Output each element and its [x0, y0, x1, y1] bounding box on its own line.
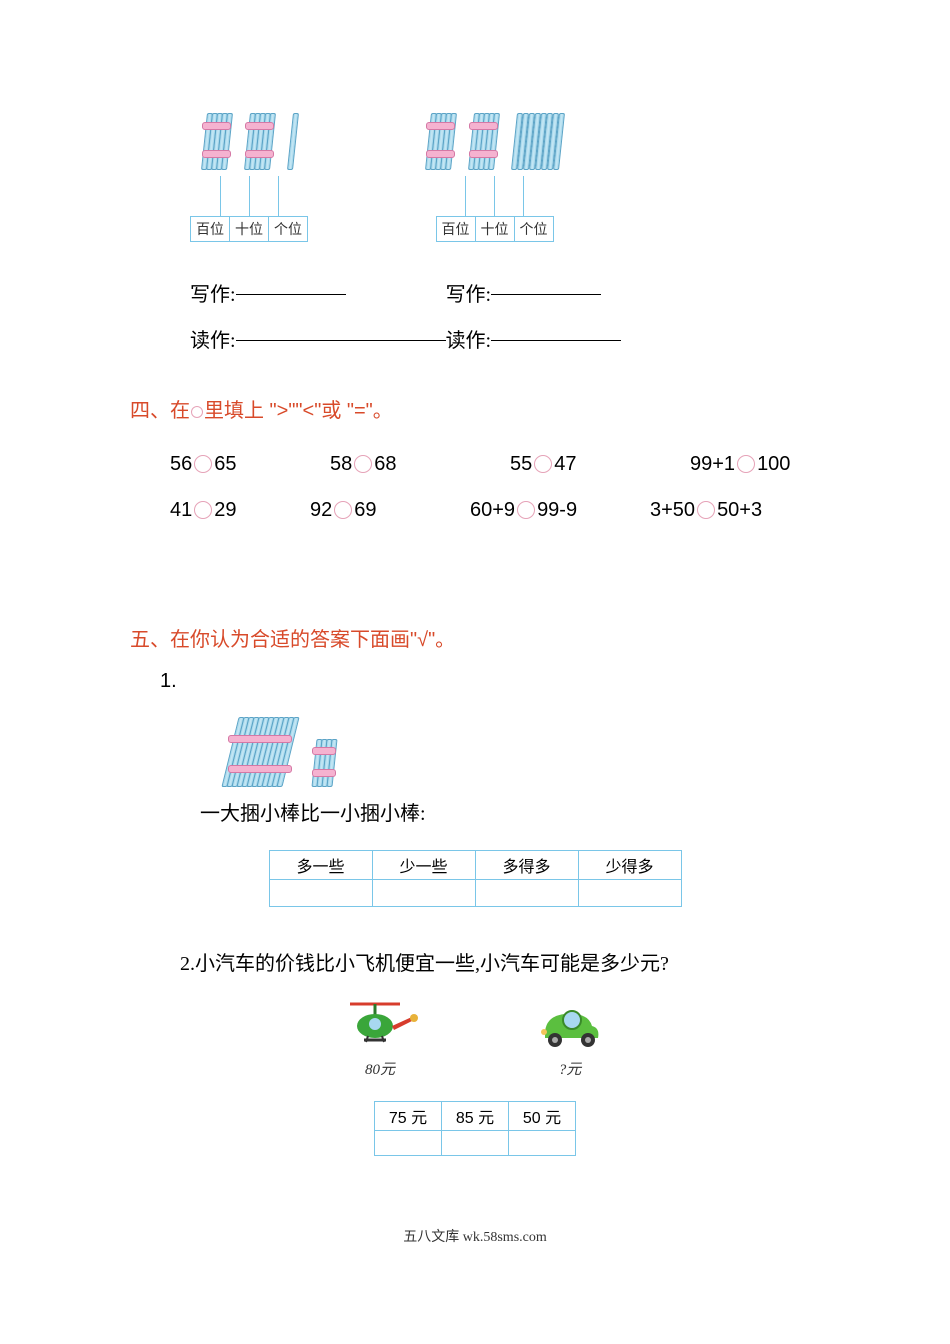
helicopter-price: 80元: [365, 1058, 395, 1079]
write-label: 写作:: [446, 272, 492, 318]
compare-row-1: 5665 5868 5547 99+1100: [170, 441, 820, 487]
stick-bundle-icon: [428, 110, 453, 170]
stick-bundle-icon: [471, 110, 496, 170]
write-blank[interactable]: [236, 272, 346, 295]
compare-item: 5665: [170, 441, 330, 487]
read-label: 读作:: [190, 318, 236, 364]
section-4-title: 四、在里填上 ">""<"或 "="。: [130, 394, 820, 423]
big-stick-bundle-icon: [230, 717, 290, 787]
single-stick-icon: [290, 110, 295, 170]
read-blank[interactable]: [491, 318, 621, 341]
compare-circle[interactable]: [334, 501, 352, 519]
option-cell: 多一些: [269, 851, 372, 880]
read-blank[interactable]: [236, 318, 446, 341]
compare-item: 4129: [170, 487, 310, 533]
option-cell: 少一些: [372, 851, 475, 880]
answer-cell[interactable]: [475, 880, 578, 907]
option-cell: 多得多: [475, 851, 578, 880]
compare-circle[interactable]: [194, 501, 212, 519]
compare-item: 60+999-9: [470, 487, 650, 533]
sticks-row-left: [204, 100, 295, 170]
compare-item: 9269: [310, 487, 470, 533]
answer-cell[interactable]: [578, 880, 681, 907]
place-diagram-left: 百位 十位 个位: [190, 100, 308, 242]
place-diagram-right: 百位 十位 个位: [428, 100, 561, 242]
car-toy: ?元: [530, 994, 610, 1079]
q5-1-number: 1.: [160, 670, 820, 693]
worksheet-page: 百位 十位 个位: [0, 0, 950, 1286]
circle-icon: [191, 406, 203, 418]
place-box-ones: 个位: [269, 217, 307, 241]
write-label: 写作:: [190, 272, 236, 318]
q5-1-answer-table: 多一些 少一些 多得多 少得多: [269, 850, 682, 907]
option-cell: 75 元: [375, 1102, 442, 1131]
small-stick-bundle-icon: [314, 737, 334, 787]
stick-bundle-icon: [247, 110, 272, 170]
connector-lines: [220, 176, 279, 216]
place-box-ones: 个位: [515, 217, 553, 241]
read-label: 读作:: [446, 318, 492, 364]
q5-2-answer-table: 75 元 85 元 50 元: [374, 1101, 576, 1156]
option-cell: 50 元: [509, 1102, 576, 1131]
compare-item: 3+5050+3: [650, 487, 762, 533]
place-box-hundreds: 百位: [437, 217, 476, 241]
car-icon: [530, 994, 610, 1054]
answer-cell[interactable]: [442, 1131, 509, 1156]
helicopter-toy: 80元: [340, 994, 420, 1079]
option-cell: 少得多: [578, 851, 681, 880]
q5-2-text: 2.小汽车的价钱比小飞机便宜一些,小汽车可能是多少元?: [180, 947, 820, 976]
compare-circle[interactable]: [194, 455, 212, 473]
answer-cell[interactable]: [372, 880, 475, 907]
connector-lines: [465, 176, 524, 216]
write-read-block: 写作: 写作: 读作: 读作:: [190, 272, 820, 364]
section-5-title: 五、在你认为合适的答案下面画"√"。: [130, 623, 820, 652]
compare-circle[interactable]: [517, 501, 535, 519]
answer-cell[interactable]: [509, 1131, 576, 1156]
sticks-group-icon: [514, 110, 561, 170]
compare-item: 5547: [510, 441, 690, 487]
q5-1-text: 一大捆小棒比一小捆小棒:: [200, 797, 820, 826]
compare-row-2: 4129 9269 60+999-9 3+5050+3: [170, 487, 820, 533]
compare-block: 5665 5868 5547 99+1100 4129 9269 60+999-…: [170, 441, 820, 533]
place-box-tens: 十位: [476, 217, 515, 241]
option-cell: 85 元: [442, 1102, 509, 1131]
toys-row: 80元 ?元: [130, 994, 820, 1079]
compare-circle[interactable]: [354, 455, 372, 473]
sticks-row-right: [428, 100, 561, 170]
place-value-row: 百位 十位 个位: [190, 100, 820, 242]
compare-circle[interactable]: [534, 455, 552, 473]
place-box-tens: 十位: [230, 217, 269, 241]
car-price: ?元: [559, 1058, 582, 1079]
compare-item: 5868: [330, 441, 510, 487]
write-blank[interactable]: [491, 272, 601, 295]
place-box-hundreds: 百位: [191, 217, 230, 241]
stick-bundle-icon: [204, 110, 229, 170]
q5-1-image: [230, 707, 820, 787]
page-footer: 五八文库 wk.58sms.com: [130, 1226, 820, 1246]
answer-cell[interactable]: [269, 880, 372, 907]
place-value-boxes: 百位 十位 个位: [436, 216, 554, 242]
compare-circle[interactable]: [737, 455, 755, 473]
place-value-boxes: 百位 十位 个位: [190, 216, 308, 242]
answer-cell[interactable]: [375, 1131, 442, 1156]
compare-item: 99+1100: [690, 441, 790, 487]
helicopter-icon: [340, 994, 420, 1054]
compare-circle[interactable]: [697, 501, 715, 519]
